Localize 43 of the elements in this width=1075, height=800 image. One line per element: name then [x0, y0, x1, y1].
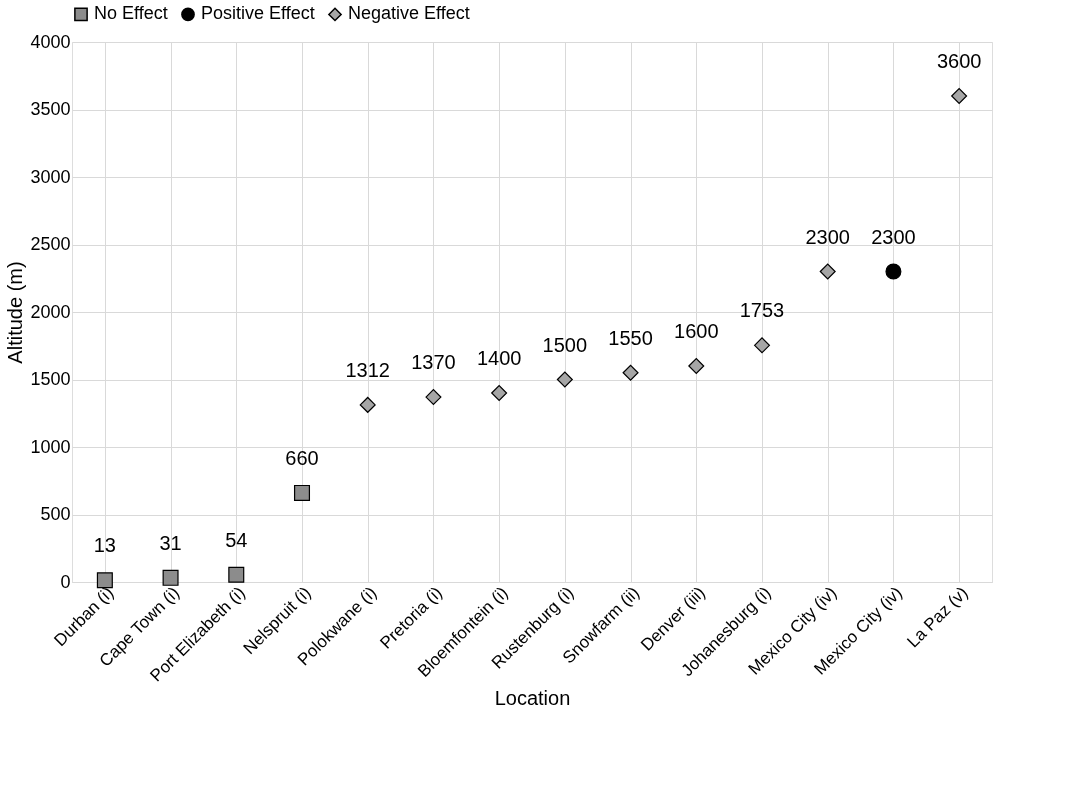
y-tick-label: 2000: [30, 301, 71, 322]
data-label: 660: [285, 446, 319, 469]
data-label: 1550: [608, 326, 653, 349]
point: [819, 263, 836, 280]
data-label: 1370: [411, 351, 456, 374]
legend-label: No Effect: [94, 3, 168, 24]
data-label: 31: [159, 531, 182, 554]
data-label: 1400: [476, 347, 522, 369]
data-label: 54: [225, 528, 248, 551]
point: [491, 384, 508, 402]
y-tick-label: 0: [60, 571, 71, 592]
point: [753, 337, 771, 354]
y-tick-label: 3000: [30, 166, 71, 187]
y-tick-label: 4000: [30, 31, 71, 52]
point: [96, 572, 113, 589]
point: [293, 484, 311, 501]
y-tick-label: 2500: [30, 234, 71, 254]
y-tick-label: 1500: [30, 369, 71, 389]
point: [688, 357, 705, 375]
data-label: 1500: [542, 333, 588, 356]
point: [162, 569, 179, 586]
data-label: 13: [93, 534, 116, 557]
point: [228, 566, 245, 583]
point: [425, 389, 442, 406]
data-label: 1753: [739, 299, 785, 322]
legend-label: Negative Effect: [348, 3, 470, 24]
point: [359, 396, 376, 413]
point: [622, 364, 639, 381]
y-axis-title: Altitude (m): [4, 261, 27, 364]
data-label: 1600: [674, 320, 719, 342]
data-label: 2300: [805, 225, 850, 248]
legend-label: Positive Effect: [201, 3, 315, 24]
data-label: 1312: [345, 358, 390, 381]
data-label: 2300: [871, 225, 916, 248]
y-tick-label: 500: [40, 504, 71, 524]
y-tick-label: 3500: [30, 99, 71, 119]
point: [556, 371, 573, 388]
y-tick-label: 1000: [30, 436, 71, 457]
x-tick-label: La Paz (v): [903, 583, 972, 652]
point: [885, 263, 902, 280]
data-label: 3600: [936, 50, 982, 72]
point: [951, 87, 968, 105]
x-axis-title: Location: [494, 686, 571, 709]
